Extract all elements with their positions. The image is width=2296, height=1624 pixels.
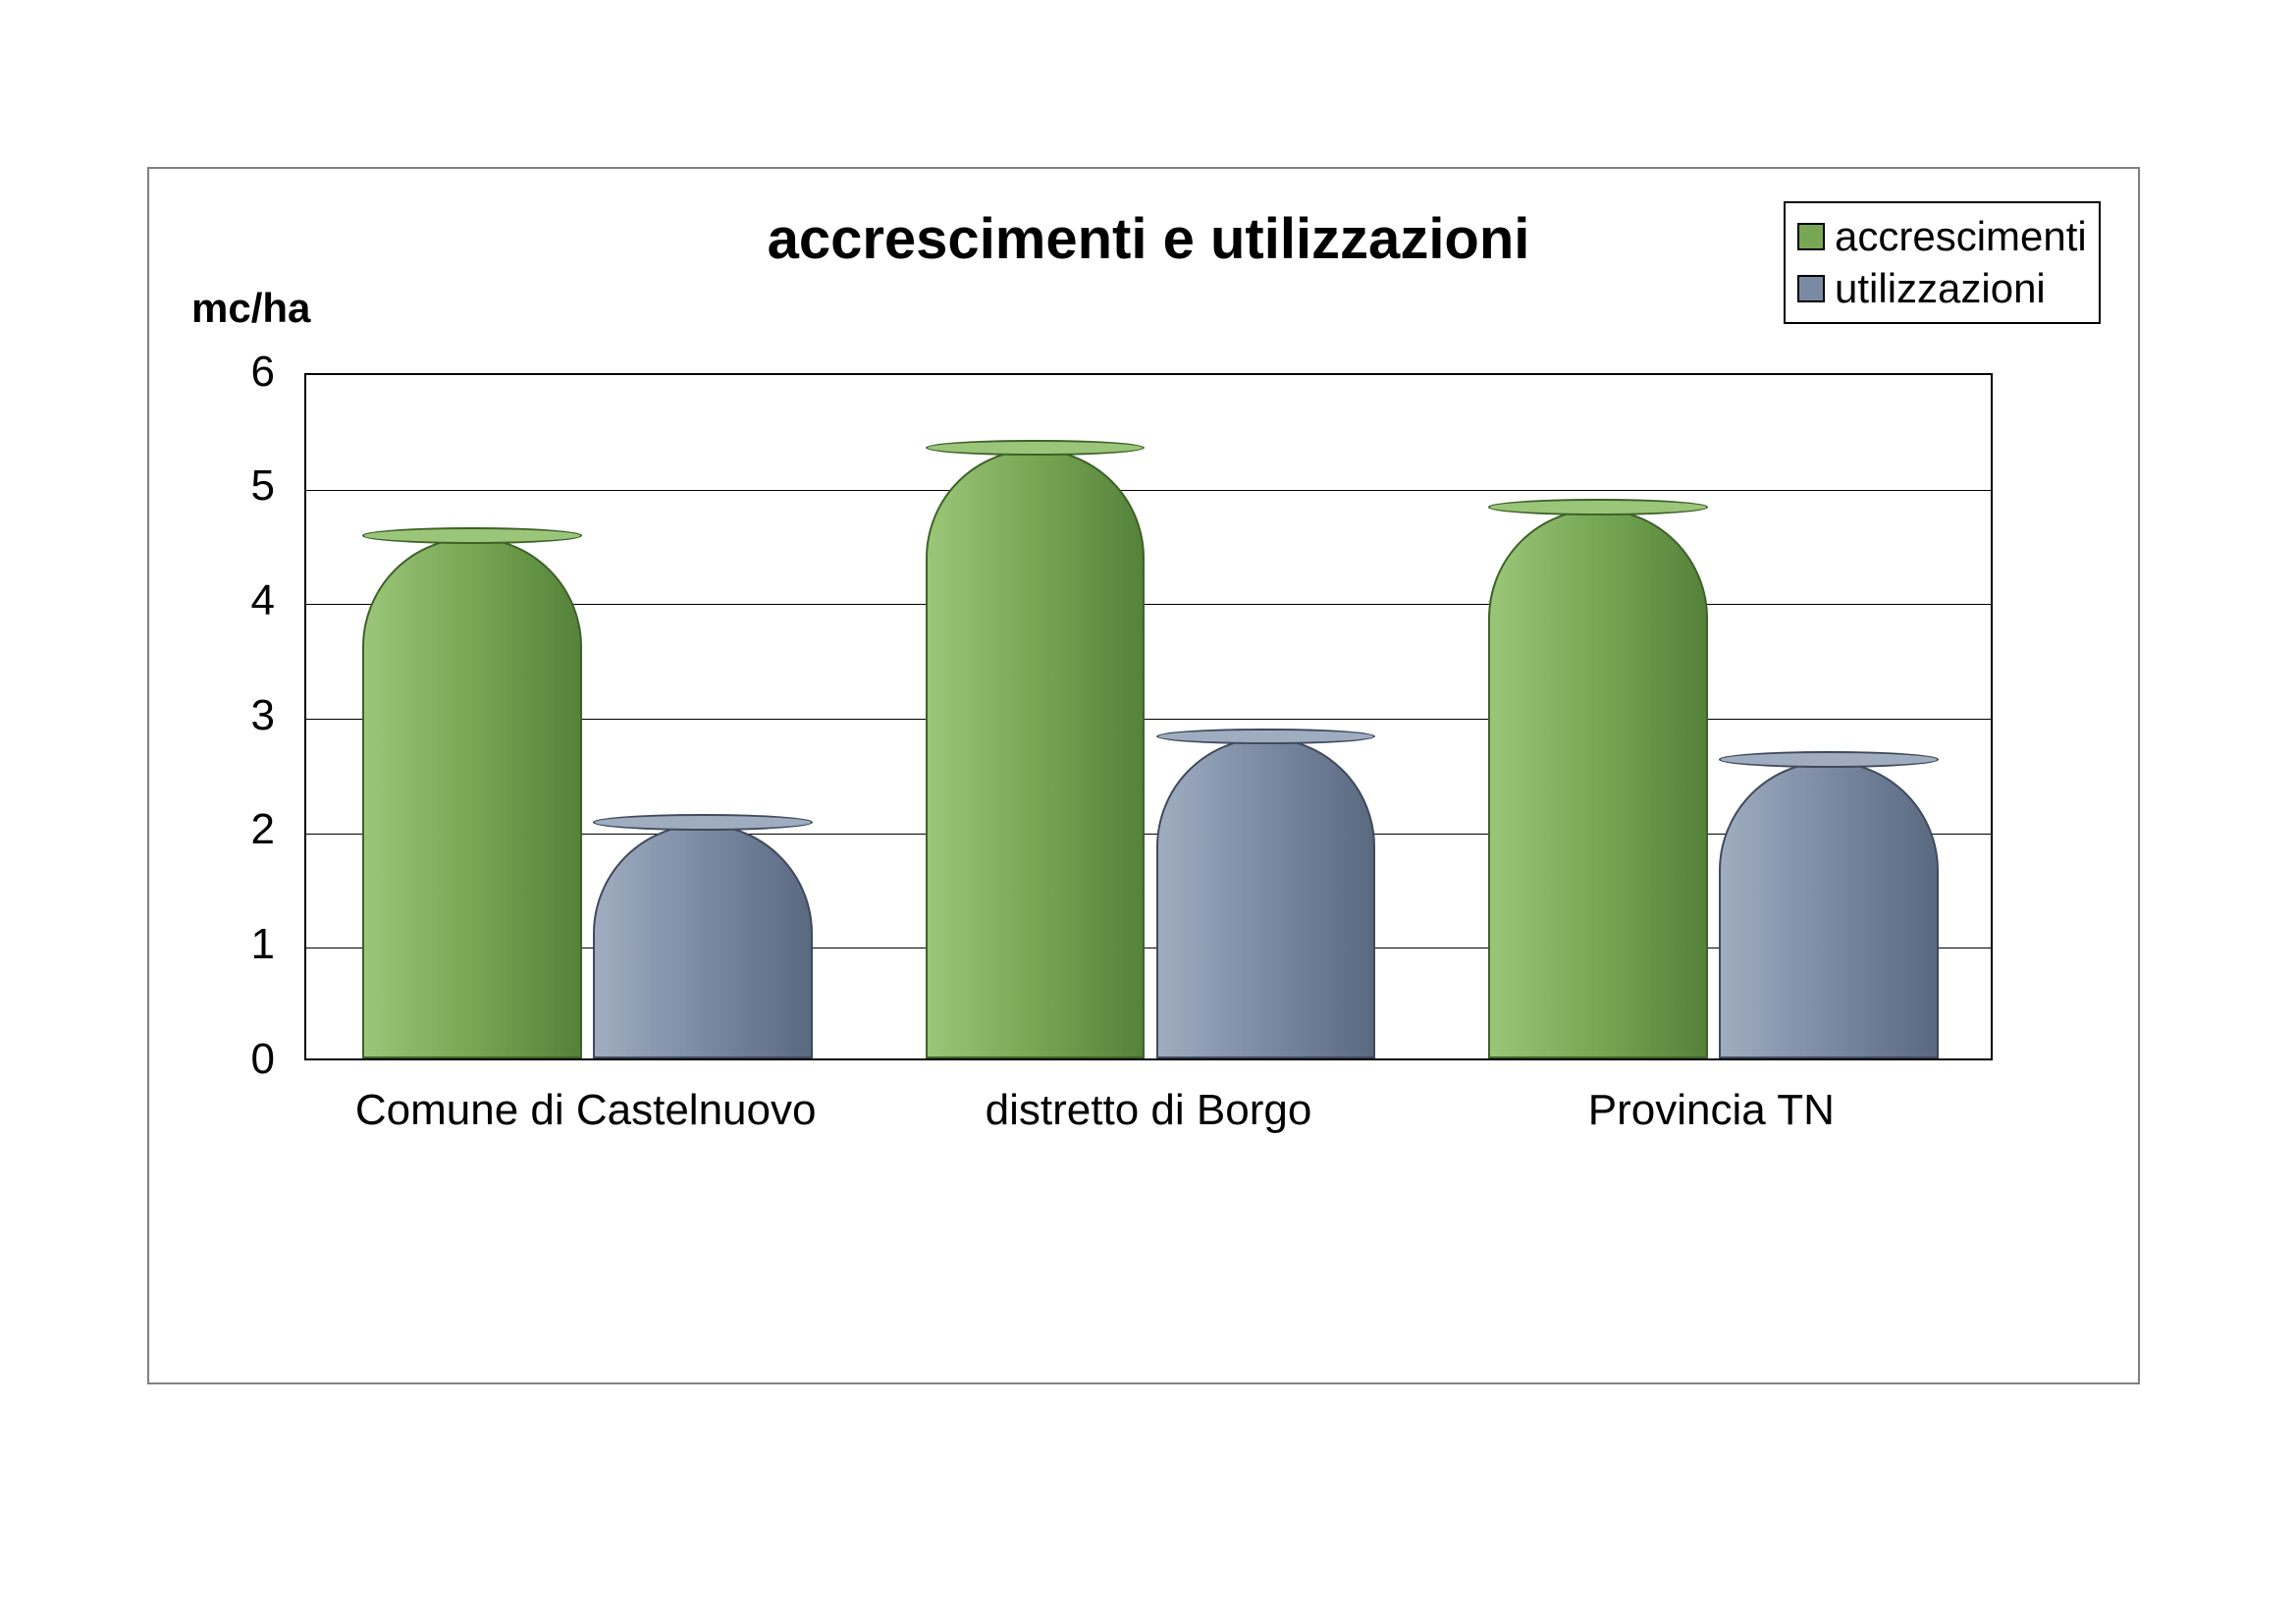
bar — [593, 810, 834, 1058]
bar — [1156, 724, 1398, 1058]
legend: accrescimentiutilizzazioni — [1784, 201, 2101, 324]
ytick-label: 3 — [216, 691, 275, 740]
bar-front — [926, 449, 1146, 1058]
legend-label: utilizzazioni — [1835, 263, 2046, 315]
xtick-label: Provincia TN — [1430, 1085, 1993, 1136]
xtick-label: Comune di Castelnuovo — [304, 1085, 867, 1136]
bar-front — [1488, 509, 1708, 1058]
legend-label: accrescimenti — [1835, 211, 2087, 263]
bar-top — [1488, 499, 1708, 515]
bar — [1488, 495, 1730, 1058]
plot-area — [304, 373, 1993, 1060]
ytick-label: 4 — [216, 576, 275, 625]
yaxis-title: mc/ha — [191, 285, 310, 332]
bar-top — [362, 527, 582, 544]
ytick-label: 5 — [216, 461, 275, 511]
legend-item: utilizzazioni — [1797, 263, 2087, 315]
xtick-label: distretto di Borgo — [867, 1085, 1429, 1136]
legend-swatch — [1797, 223, 1825, 250]
bar-front — [593, 824, 813, 1058]
bar-front — [1156, 737, 1376, 1058]
ytick-label: 1 — [216, 920, 275, 969]
chart-title: accrescimenti e utilizzazioni — [510, 206, 1787, 272]
bar-top — [926, 440, 1146, 457]
ytick-label: 0 — [216, 1035, 275, 1084]
legend-swatch — [1797, 275, 1825, 302]
bar-front — [362, 537, 582, 1058]
bar — [1719, 747, 1960, 1058]
bar-top — [593, 814, 813, 831]
bar-top — [1719, 751, 1939, 768]
bar-front — [1719, 761, 1939, 1058]
bar — [362, 523, 604, 1058]
legend-item: accrescimenti — [1797, 211, 2087, 263]
ytick-label: 6 — [216, 348, 275, 397]
bar — [926, 435, 1167, 1058]
ytick-label: 2 — [216, 805, 275, 854]
bar-top — [1156, 729, 1376, 745]
